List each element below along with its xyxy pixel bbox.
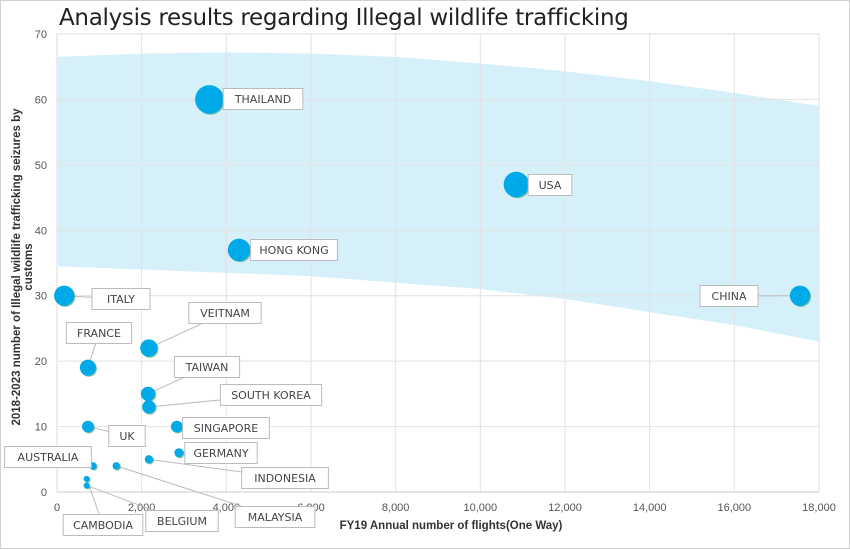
x-tick-label: 18,000 [802,502,836,514]
data-label: MALAYSIA [248,511,303,524]
bubble [171,421,183,433]
x-tick-label: 10,000 [464,502,498,514]
bubble [504,172,529,197]
bubble [145,455,153,463]
bubble [80,360,96,376]
bubble [140,339,157,356]
y-tick-label: 40 [35,225,47,237]
y-tick-label: 70 [35,29,47,41]
y-tick-label: 20 [35,356,47,368]
data-label: CHINA [712,290,747,303]
data-label: AUSTRALIA [18,451,79,464]
data-label: BELGIUM [157,515,207,528]
data-label: THAILAND [234,93,291,106]
data-label: SINGAPORE [194,422,258,435]
bubble [84,476,90,482]
data-label: CAMBODIA [73,519,133,532]
bubble [82,421,94,433]
y-tick-label: 0 [41,487,47,499]
data-label: HONG KONG [259,244,328,257]
bubble [113,462,120,469]
bubble [84,482,90,488]
data-label: GERMANY [193,447,248,460]
y-tick-label: 30 [35,291,47,303]
data-label: TAIWAN [185,361,229,374]
bubble [142,400,155,413]
bubble [174,448,183,457]
x-tick-label: 16,000 [718,502,752,514]
y-tick-label: 50 [35,160,47,172]
data-label: SOUTH KOREA [231,389,311,402]
x-tick-label: 12,000 [548,502,582,514]
bubble [195,85,224,114]
x-tick-label: 14,000 [633,502,667,514]
y-tick-label: 60 [35,94,47,106]
bubble [790,286,810,306]
y-tick-label: 10 [35,422,47,434]
bubble [228,239,251,262]
data-label: USA [539,179,562,192]
data-label: ITALY [107,293,135,306]
data-label: VEITNAM [200,307,250,320]
bubble [54,286,74,306]
x-tick-label: 0 [54,502,60,514]
bubble [141,387,155,401]
data-label: FRANCE [77,327,121,340]
x-tick-label: 8,000 [382,502,410,514]
data-label: UK [119,430,135,443]
data-label: INDONESIA [254,472,316,485]
